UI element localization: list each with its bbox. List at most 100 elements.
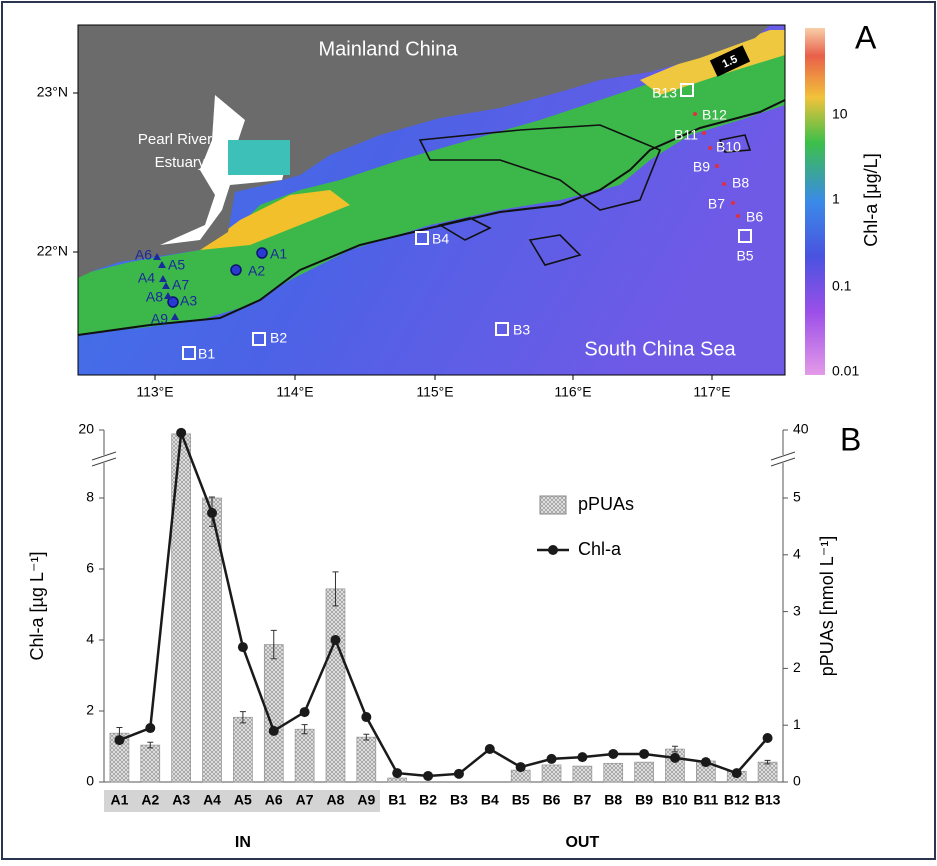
- x-tick-label: A4: [203, 792, 221, 808]
- bar: [387, 777, 408, 783]
- colorbar-tick-label: 10: [832, 106, 848, 122]
- map: [78, 25, 785, 375]
- bar: [757, 761, 778, 783]
- axis-break-gap: [771, 455, 795, 463]
- y2-tick-label: 40: [793, 421, 809, 437]
- station-marker: [153, 253, 161, 260]
- x-tick-label: B13: [755, 792, 781, 808]
- x-tick-label: B8: [604, 792, 622, 808]
- lon-tick-label: 113°E: [136, 384, 173, 400]
- point: [361, 712, 372, 723]
- colorbar-tick-label: 0.01: [832, 363, 859, 379]
- station-marker: [256, 247, 268, 259]
- station-marker: [162, 282, 170, 289]
- point: [515, 762, 526, 773]
- station-label: B9: [693, 159, 710, 175]
- bar: [294, 728, 315, 783]
- legend-swatch: [539, 495, 567, 515]
- y2-tick-label: 0: [793, 773, 801, 789]
- y2-tick-label: 3: [793, 602, 801, 618]
- y-tick-label: 0: [86, 773, 94, 789]
- x-tick-label: B6: [543, 792, 561, 808]
- x-tick-label: B1: [388, 792, 406, 808]
- station-marker: [702, 131, 706, 135]
- contour-label: 1.5: [720, 53, 739, 70]
- station-label: A1: [270, 246, 287, 262]
- y-axis-title: Chl-a [µg L⁻¹]: [27, 552, 47, 661]
- y2-tick-label: 5: [793, 489, 801, 505]
- x-tick-label: B12: [724, 792, 750, 808]
- bar: [356, 736, 377, 783]
- map-label: South China Sea: [584, 338, 736, 360]
- bar: [572, 765, 593, 783]
- station-marker: [182, 346, 196, 360]
- axis-break: [770, 457, 796, 467]
- colorbar-title: Chl-a [μg/L]: [861, 153, 881, 246]
- x-tick-label: B10: [662, 792, 688, 808]
- error-bar: [147, 741, 154, 749]
- contour: [418, 124, 662, 211]
- point: [176, 427, 187, 438]
- legend-label: pPUAs: [578, 494, 634, 514]
- station-marker: [495, 322, 509, 336]
- station-marker: [708, 146, 712, 150]
- x-tick-label: B9: [635, 792, 653, 808]
- point: [700, 757, 711, 768]
- station-label: A4: [138, 270, 155, 286]
- station-label: A8: [146, 289, 163, 305]
- in-band: [104, 790, 380, 812]
- error-bar: [270, 629, 277, 660]
- station-label: B6: [746, 209, 763, 225]
- x-tick-label: B7: [573, 792, 591, 808]
- bar: [233, 716, 253, 783]
- point: [669, 752, 680, 763]
- station-marker: [171, 313, 179, 320]
- station-label: B10: [716, 139, 741, 155]
- point: [145, 723, 156, 734]
- point: [237, 642, 248, 653]
- map-label: Mainland China: [319, 38, 459, 60]
- error-bar: [671, 745, 678, 753]
- y-tick-label: 2: [86, 702, 94, 718]
- station-marker: [715, 164, 719, 168]
- station-marker: [722, 182, 726, 186]
- point: [453, 768, 464, 779]
- point: [731, 768, 742, 779]
- contour: [437, 134, 752, 266]
- station-marker: [159, 275, 167, 282]
- land: [78, 25, 770, 278]
- line: [118, 432, 769, 778]
- station-label: A2: [248, 263, 265, 279]
- x-tick-label: A2: [141, 792, 159, 808]
- map-label: Pearl River: [138, 131, 212, 148]
- x-tick-label: A5: [234, 792, 252, 808]
- x-tick-label: B4: [481, 792, 499, 808]
- station-label: A9: [151, 311, 168, 327]
- station-label: B4: [432, 231, 449, 247]
- point: [330, 635, 341, 645]
- station-marker: [252, 332, 266, 346]
- y-tick-label: 6: [86, 560, 94, 576]
- station-marker: [736, 214, 740, 218]
- station-label: B5: [736, 248, 753, 264]
- estuary-water: [228, 140, 290, 175]
- station-label: B2: [270, 330, 287, 346]
- coastal-band: [78, 40, 785, 334]
- point: [268, 725, 279, 736]
- y-tick-label: 4: [86, 631, 94, 647]
- y2-tick-label: 1: [793, 716, 801, 732]
- station-label: B3: [513, 322, 530, 338]
- map-border: [77, 24, 786, 376]
- x-tick-label: B2: [419, 792, 437, 808]
- y2-tick-label: 2: [793, 659, 801, 675]
- lon-tick-label: 117°E: [693, 384, 730, 400]
- estuary-water: [160, 95, 290, 245]
- station-label: B8: [732, 175, 749, 191]
- station-marker: [230, 264, 242, 276]
- x-tick-label: A3: [172, 792, 190, 808]
- station-label: A7: [172, 277, 189, 293]
- lon-tick-label: 115°E: [416, 384, 453, 400]
